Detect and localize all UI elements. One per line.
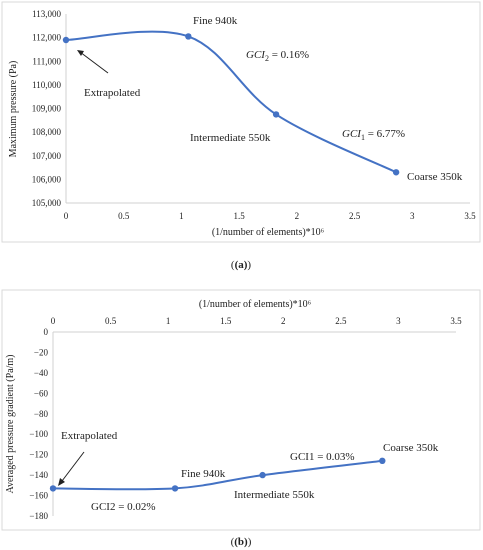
b-y-tick-label: −40 bbox=[34, 368, 49, 378]
chart-a-label-extrapolated: Extrapolated bbox=[84, 87, 141, 99]
b-x-tick-label: 3.5 bbox=[450, 316, 462, 326]
chart-b-data-points bbox=[49, 457, 386, 492]
a-x-tick-label: 0 bbox=[64, 211, 69, 221]
b-data-point bbox=[171, 485, 179, 492]
a-x-tick-label: 2 bbox=[295, 211, 300, 221]
b-x-tick-label: 2 bbox=[281, 316, 286, 326]
a-x-tick-label: 1 bbox=[179, 211, 184, 221]
a-x-tick-label: 3 bbox=[410, 211, 415, 221]
chart-b-label-fine: Fine 940k bbox=[181, 468, 226, 480]
a-data-point bbox=[392, 169, 400, 176]
chart-a-label-intermediate: Intermediate 550k bbox=[190, 132, 271, 144]
chart-a-x-tick-labels: 0 0.5 1 1.5 2 2.5 3 3.5 bbox=[64, 211, 476, 221]
b-data-point bbox=[49, 485, 57, 492]
chart-b-label-coarse: Coarse 350k bbox=[383, 442, 439, 454]
a-y-tick-label: 113,000 bbox=[32, 9, 61, 19]
chart-a-label-coarse: Coarse 350k bbox=[407, 171, 463, 183]
b-y-tick-label: −60 bbox=[34, 388, 49, 398]
chart-a-gci2: GCI2 = 0.16% bbox=[246, 49, 309, 63]
chart-b-label-intermediate: Intermediate 550k bbox=[234, 489, 315, 501]
chart-a-extrapolated-arrow bbox=[79, 51, 109, 74]
chart-a-xlabel: (1/number of elements)*10⁶ bbox=[212, 227, 325, 238]
a-y-tick-label: 110,000 bbox=[32, 80, 61, 90]
chart-a-data-points bbox=[62, 33, 400, 176]
b-y-tick-label: −160 bbox=[29, 491, 48, 501]
chart-b-gci2: GCI2 = 0.02% bbox=[91, 501, 156, 513]
chart-b-ylabel: Averaged pressure gradient (Pa/m) bbox=[5, 355, 16, 494]
a-y-tick-label: 111,000 bbox=[32, 56, 61, 66]
a-data-point bbox=[272, 111, 280, 118]
a-y-tick-label: 106,000 bbox=[32, 174, 62, 184]
a-x-tick-label: 0.5 bbox=[118, 211, 130, 221]
b-x-tick-label: 0 bbox=[51, 316, 56, 326]
b-y-tick-label: −100 bbox=[29, 429, 48, 439]
chart-a: 105,000 106,000 107,000 108,000 109,000 110,0… bbox=[1, 1, 481, 243]
a-data-point bbox=[185, 33, 192, 40]
chart-a-arrowhead bbox=[77, 50, 84, 56]
a-x-tick-label: 2.5 bbox=[349, 211, 361, 221]
chart-b-xlabel: (1/number of elements)*10⁶ bbox=[199, 299, 312, 310]
chart-b-gci1: GCI1 = 0.03% bbox=[290, 451, 355, 463]
chart-b-y-tick-labels: 0 −20 −40 −60 −80 −100 −120 −140 −160 −180 bbox=[29, 327, 48, 521]
b-y-tick-label: −180 bbox=[29, 511, 48, 521]
b-y-tick-label: 0 bbox=[44, 327, 49, 337]
chart-b-frame bbox=[1, 289, 481, 531]
a-x-tick-label: 1.5 bbox=[234, 211, 246, 221]
chart-a-series-line bbox=[65, 30, 397, 174]
a-y-tick-label: 107,000 bbox=[32, 151, 62, 161]
chart-b: 0 −20 −40 −60 −80 −100 −120 −140 −160 −180 0 0.5 1 1… bbox=[1, 289, 481, 531]
b-y-tick-label: −20 bbox=[34, 347, 49, 357]
b-y-tick-label: −80 bbox=[34, 409, 49, 419]
chart-a-gci1: GCI1 = 6.77% bbox=[342, 128, 405, 142]
chart-b-x-tick-labels: 0 0.5 1 1.5 2 2.5 3 3.5 bbox=[51, 316, 462, 326]
chart-a-ylabel: Maximum pressure (Pa) bbox=[8, 61, 19, 158]
chart-b-caption: ((b)) bbox=[231, 536, 252, 548]
chart-a-y-tick-labels: 105,000 106,000 107,000 108,000 109,000 110,0… bbox=[32, 9, 62, 208]
b-x-tick-label: 2.5 bbox=[335, 316, 347, 326]
b-y-tick-label: −140 bbox=[29, 470, 48, 480]
a-y-tick-label: 109,000 bbox=[32, 104, 62, 114]
b-x-tick-label: 1 bbox=[166, 316, 171, 326]
a-y-tick-label: 108,000 bbox=[32, 127, 62, 137]
chart-b-extrapolated-arrow bbox=[61, 451, 85, 482]
b-x-tick-label: 0.5 bbox=[105, 316, 117, 326]
b-data-point bbox=[379, 457, 386, 464]
a-y-tick-label: 112,000 bbox=[32, 33, 61, 43]
chart-b-series-line bbox=[52, 459, 383, 491]
b-y-tick-label: −120 bbox=[29, 450, 48, 460]
chart-b-arrowhead bbox=[58, 478, 65, 486]
chart-b-label-extrapolated: Extrapolated bbox=[61, 430, 118, 442]
a-data-point bbox=[62, 36, 70, 44]
b-x-tick-label: 3 bbox=[396, 316, 401, 326]
b-data-point bbox=[259, 471, 266, 479]
a-x-tick-label: 3.5 bbox=[464, 211, 476, 221]
chart-a-caption: ((a)) bbox=[231, 259, 252, 271]
chart-a-label-fine: Fine 940k bbox=[193, 15, 238, 27]
chart-a-frame bbox=[1, 1, 481, 243]
a-y-tick-label: 105,000 bbox=[32, 198, 62, 208]
b-x-tick-label: 1.5 bbox=[220, 316, 232, 326]
